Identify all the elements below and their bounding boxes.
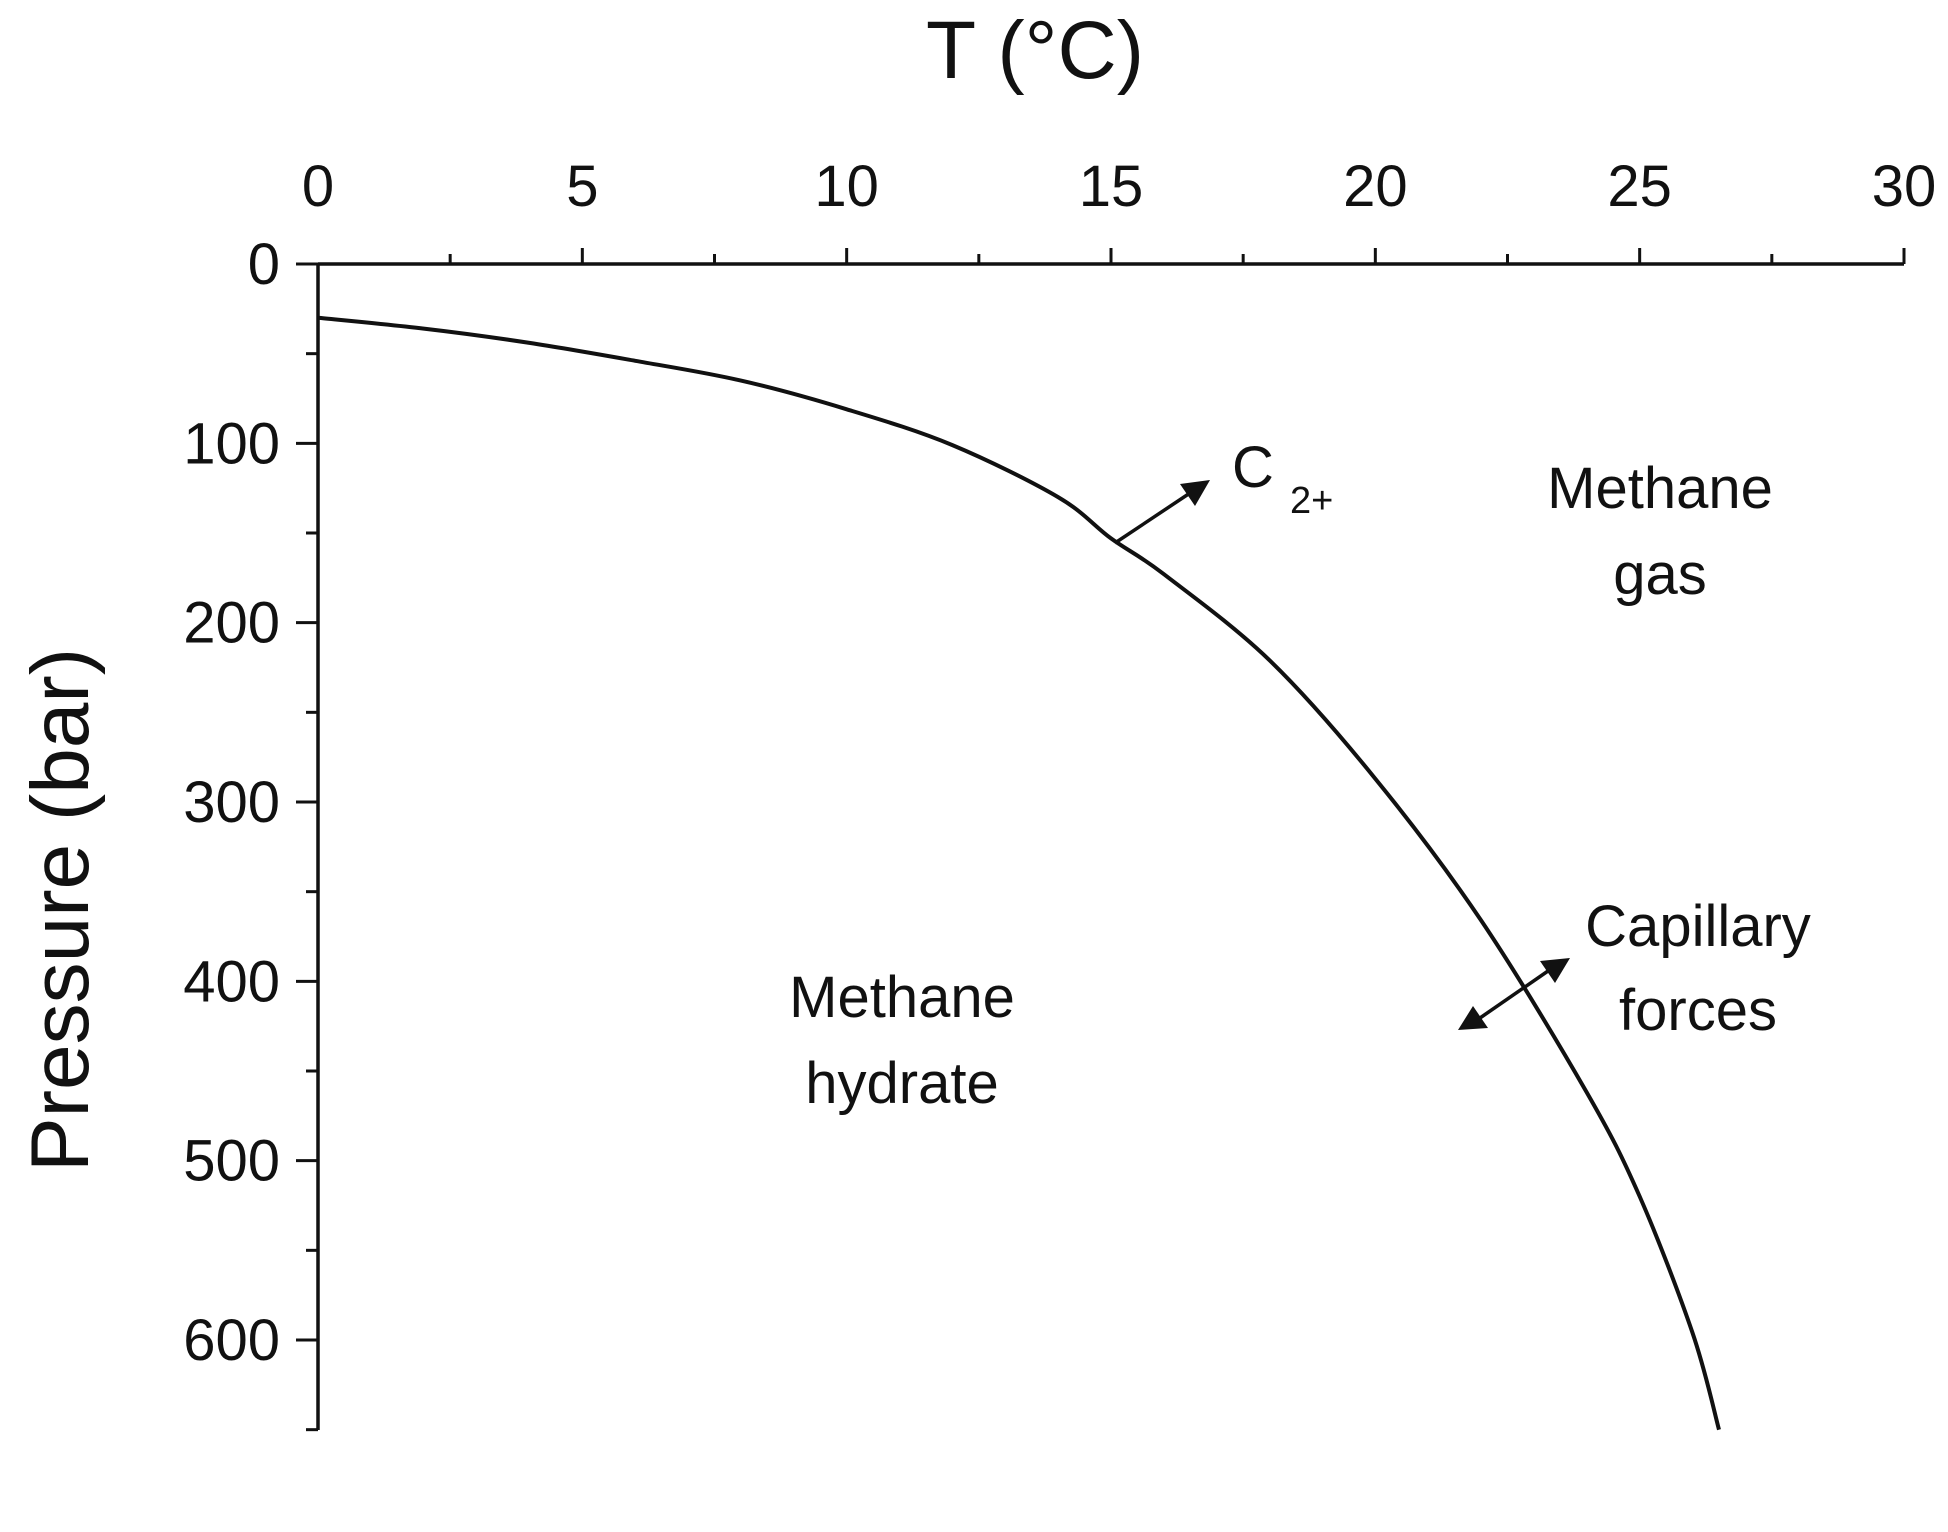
y-tick-label: 100 <box>183 411 280 476</box>
x-tick-label: 15 <box>1079 154 1144 219</box>
methane-hydrate-annotation: Methane hydrate <box>789 965 1015 1116</box>
capillary-arrowhead-right <box>1540 958 1570 983</box>
capillary-label-line1: Capillary <box>1585 894 1811 959</box>
x-tick-label: 0 <box>302 154 334 219</box>
x-tick-label: 25 <box>1607 154 1672 219</box>
x-tick-label: 5 <box>566 154 598 219</box>
capillary-label-line2: forces <box>1619 978 1777 1043</box>
capillary-arrow-shaft <box>1479 969 1549 1020</box>
c2plus-label-subscript: 2+ <box>1290 480 1333 522</box>
c2plus-label: C 2+ <box>1232 435 1333 522</box>
y-tick-label: 600 <box>183 1308 280 1373</box>
methane-gas-label-line2: gas <box>1613 542 1707 607</box>
hydrate-equilibrium-curve <box>317 315 1721 1431</box>
methane-gas-label-line1: Methane <box>1547 456 1773 521</box>
x-tick-label: 20 <box>1343 154 1408 219</box>
y-tick-label: 200 <box>183 591 280 656</box>
x-axis-title: T (°C) <box>926 5 1144 96</box>
x-tick-label: 30 <box>1872 154 1937 219</box>
y-ticks: 0 100 200 300 400 500 600 <box>183 232 318 1432</box>
x-tick-label: 10 <box>814 154 879 219</box>
methane-hydrate-label-line2: hydrate <box>805 1051 998 1116</box>
capillary-forces-annotation: Capillary forces <box>1458 894 1811 1043</box>
c2plus-arrow-shaft <box>1114 491 1191 545</box>
y-tick-label: 400 <box>183 949 280 1014</box>
axes: 0 5 10 15 20 25 30 0 100 200 300 400 500 600 <box>183 154 1936 1432</box>
c2plus-arrowhead <box>1180 480 1210 506</box>
c2plus-label-main: C <box>1232 435 1274 500</box>
methane-gas-annotation: Methane gas <box>1547 456 1773 607</box>
c2plus-annotation: C 2+ <box>1114 435 1333 545</box>
y-tick-label: 500 <box>183 1129 280 1194</box>
y-tick-label: 0 <box>248 232 280 297</box>
y-tick-label: 300 <box>183 770 280 835</box>
y-axis-title: Pressure (bar) <box>15 648 106 1172</box>
capillary-arrowhead-left <box>1458 1006 1488 1030</box>
x-ticks: 0 5 10 15 20 25 30 <box>302 154 1936 264</box>
methane-hydrate-label-line1: Methane <box>789 965 1015 1030</box>
